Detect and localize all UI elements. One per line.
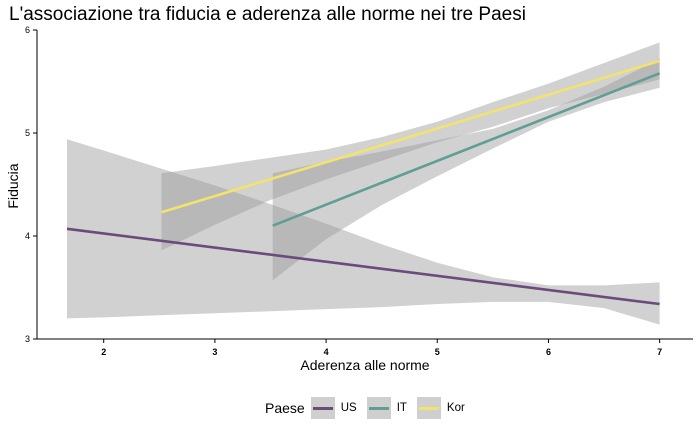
x-tick-label: 4: [324, 347, 329, 357]
legend-key-kor: [416, 397, 441, 419]
legend-item-kor: Kor: [416, 397, 471, 419]
legend-item-us: US: [310, 397, 363, 419]
legend: Paese US IT Kor: [0, 396, 700, 420]
trend-lines: [66, 59, 661, 306]
band-us: [67, 139, 660, 325]
line-us: [66, 227, 660, 306]
confidence-bands: [67, 42, 660, 325]
y-tick-label: 6: [25, 25, 30, 35]
line-it: [272, 72, 661, 227]
x-tick-label: 6: [546, 347, 551, 357]
legend-title: Paese: [265, 400, 305, 416]
x-axis-label: Aderenza alle norme: [300, 357, 429, 373]
legend-key-it: [366, 397, 391, 419]
legend-label-us: US: [340, 402, 357, 414]
legend-item-it: IT: [366, 397, 413, 419]
x-tick-label: 2: [101, 347, 106, 357]
chart-title: L'associazione tra fiducia e aderenza al…: [9, 4, 526, 25]
band-it: [272, 58, 660, 281]
y-axis-ticks: 3 4 5 6: [25, 25, 37, 344]
y-tick-label: 4: [25, 231, 30, 241]
x-tick-label: 3: [212, 347, 217, 357]
legend-key-us: [310, 397, 335, 419]
band-kor: [161, 42, 660, 251]
x-axis-ticks: 2 3 4 5 6 7: [101, 339, 662, 357]
x-tick-label: 7: [657, 347, 662, 357]
y-tick-label: 5: [25, 128, 30, 138]
legend-label-kor: Kor: [446, 402, 465, 414]
y-axis-label: Fiducia: [5, 163, 21, 208]
x-tick-label: 5: [435, 347, 440, 357]
legend-label-it: IT: [396, 402, 407, 414]
y-tick-label: 3: [25, 334, 30, 344]
line-kor: [161, 59, 660, 214]
